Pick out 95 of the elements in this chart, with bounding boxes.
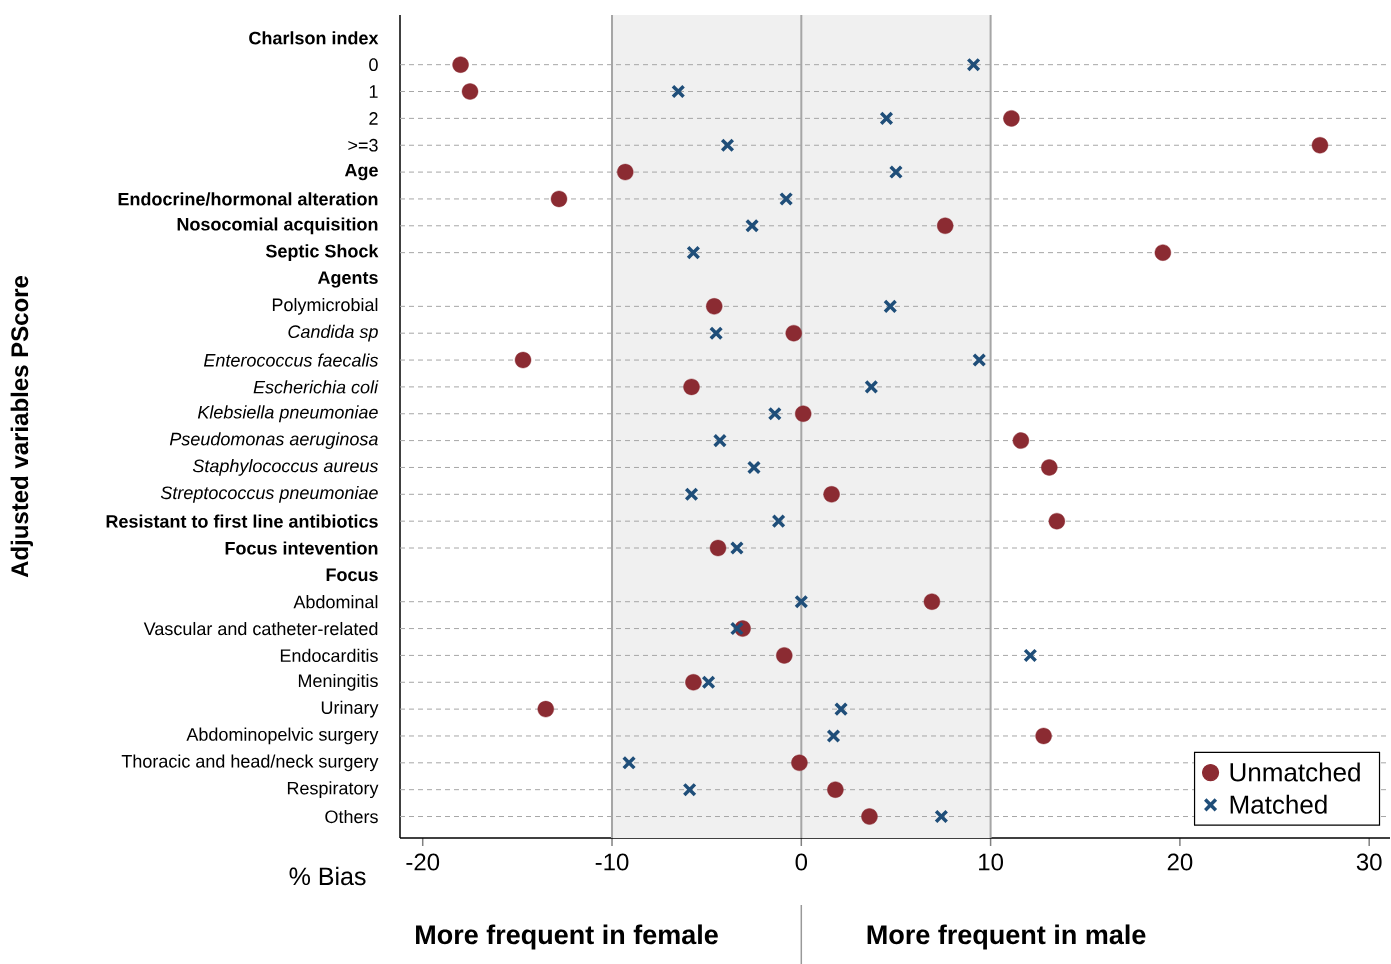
- point: [834, 702, 849, 717]
- point: [683, 378, 700, 396]
- y-tick-label: Abdominal: [293, 595, 378, 609]
- point: [1035, 727, 1052, 745]
- y-tick-label: Polymicrobial: [272, 297, 378, 315]
- point: [709, 326, 724, 341]
- point: [745, 218, 760, 233]
- point: [684, 487, 699, 502]
- point: [1048, 512, 1066, 530]
- y-tick-label: Resistant to first line antibiotics: [106, 514, 378, 528]
- point: [972, 352, 987, 368]
- point: [686, 245, 701, 260]
- point: [706, 298, 723, 315]
- x-tick-label: 10: [979, 853, 1003, 871]
- point: [861, 808, 878, 825]
- point: [514, 351, 532, 369]
- point: [671, 84, 686, 99]
- point: [934, 809, 949, 824]
- point: [823, 486, 840, 503]
- point: [966, 57, 981, 72]
- x-tick-label: 0: [795, 853, 808, 871]
- point: [1311, 137, 1329, 154]
- point: [729, 621, 744, 636]
- y-axis-title: Adjusted variables PScore: [10, 275, 33, 578]
- point: [827, 781, 844, 798]
- point: [923, 593, 941, 610]
- point: [879, 111, 894, 126]
- point: [785, 325, 802, 342]
- y-tick-label: Meningitis: [298, 673, 378, 691]
- point: [709, 539, 727, 557]
- y-tick-label: Others: [325, 809, 378, 824]
- point: [888, 165, 904, 180]
- y-tick-label: Abdominopelvic surgery: [186, 727, 379, 745]
- text: More frequent in female: [416, 924, 718, 950]
- x-tick-label: -20: [406, 853, 440, 871]
- y-tick-label: Septic Shock: [265, 244, 379, 262]
- point: [550, 190, 568, 208]
- point: [791, 754, 808, 772]
- point: [794, 594, 809, 609]
- point: [720, 138, 735, 153]
- y-tick-label: Vascular and catheter-related: [143, 621, 378, 636]
- y-tick-label: Pseudomonas aeruginosa: [169, 432, 378, 449]
- point: [621, 755, 637, 770]
- point: [682, 782, 697, 797]
- y-tick-label: Streptococcus pneumoniae: [160, 485, 378, 503]
- point: [1041, 459, 1058, 476]
- point: [685, 674, 702, 691]
- point: [746, 460, 762, 475]
- point: [1012, 432, 1030, 449]
- x-tick-label: 20: [1167, 853, 1193, 871]
- y-tick-label: Endocrine/hormonal alteration: [118, 192, 378, 206]
- point: [936, 217, 954, 234]
- y-tick-label: Escherichia coli: [253, 380, 379, 394]
- y-tick-label: Urinary: [321, 700, 379, 718]
- point: [883, 299, 898, 314]
- y-tick-label: Enterococcus faecalis: [203, 353, 379, 367]
- y-tick-label: Nosocomial acquisition: [177, 217, 378, 235]
- point: [1003, 110, 1020, 127]
- y-tick-label: Charlson index: [249, 31, 379, 45]
- point: [864, 379, 879, 394]
- y-tick-label: Thoracic and head/neck surgery: [121, 754, 379, 772]
- point: [452, 56, 469, 73]
- y-tick-label: Respiratory: [287, 781, 379, 799]
- point: [617, 163, 634, 181]
- point: [701, 675, 716, 690]
- legend-label: Matched: [1230, 794, 1327, 814]
- y-tick-label: 2: [369, 112, 378, 125]
- y-tick-label: 1: [369, 85, 378, 98]
- text: More frequent in male: [867, 924, 1146, 950]
- point: [537, 700, 554, 718]
- y-tick-label: Staphylococcus aureus: [192, 459, 379, 476]
- x-tick-label: -10: [595, 853, 629, 871]
- y-tick-label: Candida sp: [288, 324, 378, 342]
- x-tick-label: 30: [1356, 853, 1382, 871]
- point: [712, 433, 727, 448]
- point: [826, 728, 841, 744]
- point: [461, 83, 479, 100]
- point: [1023, 648, 1038, 663]
- y-tick-label: Klebsiella pneumoniae: [197, 405, 378, 423]
- point: [729, 540, 744, 556]
- point: [779, 191, 794, 206]
- point: [771, 514, 786, 529]
- y-tick-label: >=3: [348, 138, 378, 152]
- y-tick-label: 0: [369, 58, 378, 72]
- y-tick-label: Agents: [317, 271, 378, 288]
- y-tick-label: Age: [344, 163, 378, 181]
- y-tick-label: Focus: [326, 568, 378, 582]
- point: [795, 405, 812, 422]
- legend-label: Unmatched: [1230, 762, 1360, 782]
- point: [776, 647, 793, 664]
- point: [767, 406, 782, 421]
- y-tick-label: Endocarditis: [280, 648, 378, 663]
- y-tick-label: Focus intevention: [225, 541, 378, 555]
- point: [1154, 244, 1172, 261]
- x-axis-title: % Bias: [289, 866, 366, 886]
